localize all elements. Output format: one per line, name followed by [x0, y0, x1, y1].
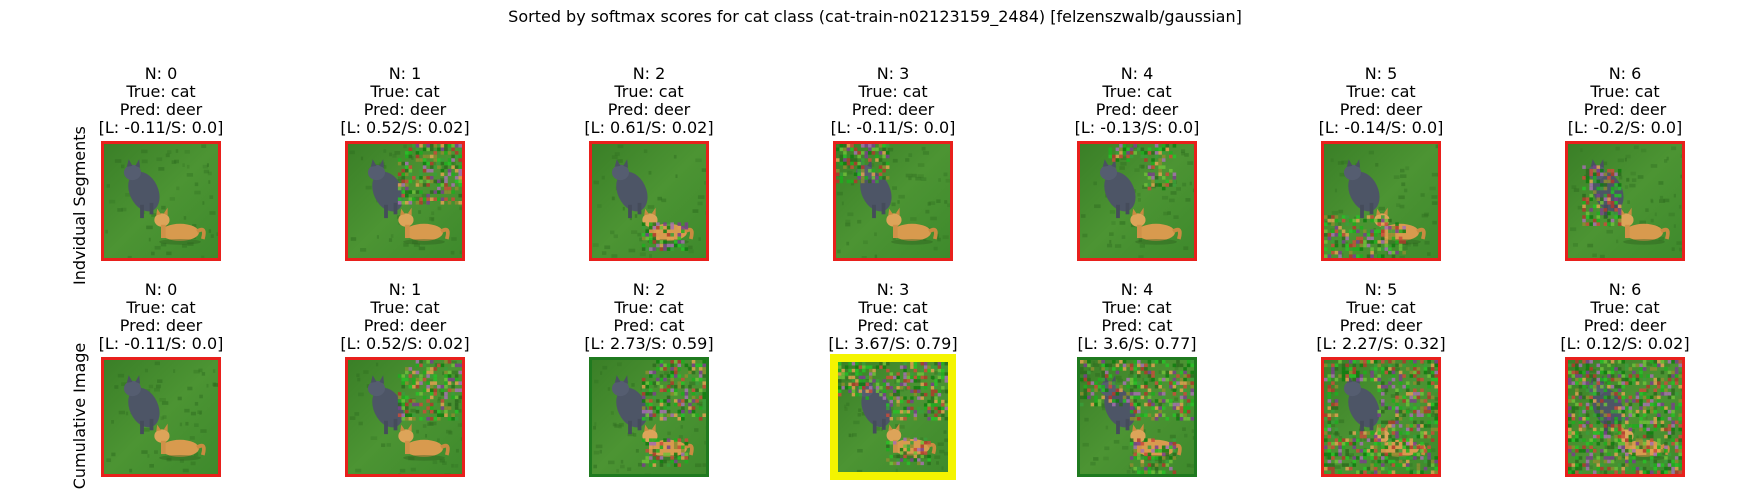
- cat-photo: [592, 144, 706, 258]
- panel-index: N: 3: [876, 280, 910, 299]
- true-label: True: cat: [1590, 298, 1660, 317]
- cat-photo: [348, 360, 462, 474]
- score-label: [L: 3.6/S: 0.77]: [1077, 334, 1197, 353]
- score-label: [L: 0.12/S: 0.02]: [1560, 334, 1690, 353]
- panel-index: N: 4: [1120, 64, 1154, 83]
- cat-photo: [838, 362, 948, 472]
- cat-photo: [1568, 360, 1682, 474]
- segment-image: [1077, 141, 1197, 261]
- pred-label: Pred: cat: [1101, 316, 1173, 335]
- true-label: True: cat: [126, 298, 196, 317]
- cat-photo: [592, 360, 706, 474]
- pred-label: Pred: deer: [119, 316, 203, 335]
- segment-image: [345, 141, 465, 261]
- panel-index: N: 5: [1364, 280, 1398, 299]
- cat-photo: [1324, 144, 1438, 258]
- true-label: True: cat: [1590, 82, 1660, 101]
- panel-index: N: 0: [144, 64, 178, 83]
- pred-label: Pred: deer: [1339, 316, 1423, 335]
- cat-photo: [1080, 360, 1194, 474]
- cat-photo: [1080, 144, 1194, 258]
- segment-image: [1565, 141, 1685, 261]
- panel-index: N: 0: [144, 280, 178, 299]
- cat-photo: [104, 360, 218, 474]
- pred-label: Pred: deer: [363, 100, 447, 119]
- true-label: True: cat: [1346, 82, 1416, 101]
- score-label: [L: 0.61/S: 0.02]: [584, 118, 714, 137]
- panel-index: N: 1: [388, 64, 422, 83]
- panel-index: N: 5: [1364, 64, 1398, 83]
- score-label: [L: 2.27/S: 0.32]: [1316, 334, 1446, 353]
- segment-image: [1565, 357, 1685, 477]
- score-label: [L: 2.73/S: 0.59]: [584, 334, 714, 353]
- cat-photo: [348, 144, 462, 258]
- segment-image: [833, 141, 953, 261]
- panel: N: 6 True: cat Pred: deer [L: -0.2/S: 0.0]: [1550, 0, 1700, 500]
- segment-image: [1321, 141, 1441, 261]
- pred-label: Pred: deer: [851, 100, 935, 119]
- true-label: True: cat: [1102, 82, 1172, 101]
- score-label: [L: 3.67/S: 0.79]: [828, 334, 958, 353]
- pred-label: Pred: cat: [613, 316, 685, 335]
- pred-label: Pred: deer: [119, 100, 203, 119]
- true-label: True: cat: [370, 82, 440, 101]
- segment-image: [101, 357, 221, 477]
- cat-photo: [1324, 360, 1438, 474]
- segment-image: [589, 357, 709, 477]
- pred-label: Pred: deer: [1339, 100, 1423, 119]
- score-label: [L: -0.11/S: 0.0]: [98, 118, 224, 137]
- score-label: [L: -0.13/S: 0.0]: [1074, 118, 1200, 137]
- panel: N: 5 True: cat Pred: deer [L: 2.27/S: 0.32]: [1306, 0, 1456, 500]
- panel-index: N: 6: [1608, 280, 1642, 299]
- true-label: True: cat: [1102, 298, 1172, 317]
- panel-index: N: 4: [1120, 280, 1154, 299]
- panel: N: 2 True: cat Pred: cat [L: 2.73/S: 0.59]: [574, 0, 724, 500]
- pred-label: Pred: deer: [1095, 100, 1179, 119]
- segment-image: [1077, 357, 1197, 477]
- true-label: True: cat: [1346, 298, 1416, 317]
- score-label: [L: 0.52/S: 0.02]: [340, 334, 470, 353]
- segment-image: [345, 357, 465, 477]
- segment-image: [830, 354, 956, 480]
- panel-index: N: 1: [388, 280, 422, 299]
- pred-label: Pred: cat: [857, 316, 929, 335]
- panel-index: N: 3: [876, 64, 910, 83]
- pred-label: Pred: deer: [1583, 100, 1667, 119]
- segment-image: [101, 141, 221, 261]
- true-label: True: cat: [614, 298, 684, 317]
- panel: N: 1 True: cat Pred: deer [L: 0.52/S: 0.02]: [330, 0, 480, 500]
- panel: N: 4 True: cat Pred: cat [L: 3.6/S: 0.77]: [1062, 0, 1212, 500]
- score-label: [L: -0.11/S: 0.0]: [98, 334, 224, 353]
- score-label: [L: -0.11/S: 0.0]: [830, 118, 956, 137]
- panel: N: 3 True: cat Pred: deer [L: -0.11/S: 0.0]: [818, 0, 968, 500]
- cat-photo: [104, 144, 218, 258]
- score-label: [L: -0.2/S: 0.0]: [1567, 118, 1683, 137]
- panel: N: 1 True: cat Pred: deer [L: 0.52/S: 0.02]: [330, 0, 480, 500]
- true-label: True: cat: [370, 298, 440, 317]
- cat-photo: [836, 144, 950, 258]
- panel: N: 0 True: cat Pred: deer [L: -0.11/S: 0.0]: [86, 0, 236, 500]
- segment-image: [589, 141, 709, 261]
- segment-image: [1321, 357, 1441, 477]
- true-label: True: cat: [858, 298, 928, 317]
- panel: N: 3 True: cat Pred: cat [L: 3.67/S: 0.79]: [818, 0, 968, 500]
- panel: N: 2 True: cat Pred: deer [L: 0.61/S: 0.02]: [574, 0, 724, 500]
- true-label: True: cat: [614, 82, 684, 101]
- cat-photo: [1568, 144, 1682, 258]
- panel: N: 4 True: cat Pred: deer [L: -0.13/S: 0.0]: [1062, 0, 1212, 500]
- panel: N: 5 True: cat Pred: deer [L: -0.14/S: 0.0]: [1306, 0, 1456, 500]
- panel-index: N: 2: [632, 280, 666, 299]
- score-label: [L: -0.14/S: 0.0]: [1318, 118, 1444, 137]
- panel: N: 0 True: cat Pred: deer [L: -0.11/S: 0.0]: [86, 0, 236, 500]
- figure-title: Sorted by softmax scores for cat class (…: [508, 7, 1242, 26]
- panel-index: N: 6: [1608, 64, 1642, 83]
- panel-index: N: 2: [632, 64, 666, 83]
- panel: N: 6 True: cat Pred: deer [L: 0.12/S: 0.02]: [1550, 0, 1700, 500]
- score-label: [L: 0.52/S: 0.02]: [340, 118, 470, 137]
- true-label: True: cat: [126, 82, 196, 101]
- true-label: True: cat: [858, 82, 928, 101]
- pred-label: Pred: deer: [607, 100, 691, 119]
- pred-label: Pred: deer: [363, 316, 447, 335]
- pred-label: Pred: deer: [1583, 316, 1667, 335]
